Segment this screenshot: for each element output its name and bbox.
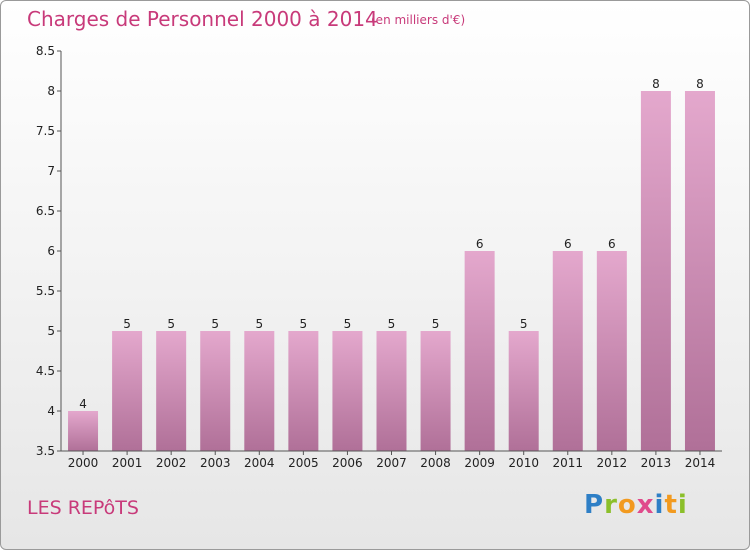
bar-2013 (640, 91, 671, 451)
y-tick-label: 6.5 (36, 204, 55, 218)
bar-2011 (552, 251, 583, 451)
chart-title: Charges de Personnel 2000 à 2014 (27, 7, 378, 31)
y-tick-label: 5.5 (36, 284, 55, 298)
x-tick-label: 2006 (332, 456, 363, 470)
x-tick-label: 2005 (288, 456, 319, 470)
data-label: 8 (652, 77, 660, 91)
x-tick-label: 2004 (244, 456, 275, 470)
x-tick-label: 2000 (68, 456, 99, 470)
y-tick-label: 8.5 (36, 44, 55, 58)
bar-2000 (68, 411, 99, 451)
data-label: 5 (388, 317, 396, 331)
y-tick-label: 5 (47, 324, 55, 338)
data-label: 6 (608, 237, 616, 251)
x-tick-label: 2008 (420, 456, 451, 470)
chart-subtitle: (en milliers d'€) (371, 13, 466, 27)
bar-2001 (112, 331, 143, 451)
data-label: 5 (344, 317, 352, 331)
x-tick-label: 2012 (597, 456, 628, 470)
y-tick-label: 3.5 (36, 444, 55, 458)
bar-2006 (332, 331, 363, 451)
x-tick-label: 2013 (641, 456, 672, 470)
x-tick-label: 2007 (376, 456, 407, 470)
data-label: 5 (211, 317, 219, 331)
y-tick-label: 7 (47, 164, 55, 178)
data-label: 5 (123, 317, 131, 331)
x-tick-label: 2011 (552, 456, 583, 470)
place-name: LES REPôTS (27, 497, 139, 519)
data-label: 5 (167, 317, 175, 331)
bar-2005 (288, 331, 319, 451)
bar-2014 (684, 91, 715, 451)
y-tick-label: 7.5 (36, 124, 55, 138)
data-label: 5 (255, 317, 263, 331)
data-label: 4 (79, 397, 87, 411)
bar-2002 (156, 331, 187, 451)
x-tick-label: 2009 (464, 456, 495, 470)
y-tick-label: 4 (47, 404, 55, 418)
bar-2009 (464, 251, 495, 451)
bar-2007 (376, 331, 407, 451)
data-label: 6 (564, 237, 572, 251)
bar-2004 (244, 331, 275, 451)
y-tick-label: 4.5 (36, 364, 55, 378)
y-tick-label: 8 (47, 84, 55, 98)
x-tick-label: 2010 (508, 456, 539, 470)
x-tick-label: 2001 (112, 456, 143, 470)
y-tick-label: 6 (47, 244, 55, 258)
bar-2010 (508, 331, 539, 451)
x-tick-label: 2002 (156, 456, 187, 470)
x-tick-label: 2014 (685, 456, 716, 470)
bar-2008 (420, 331, 451, 451)
data-label: 8 (696, 77, 704, 91)
bar-2003 (200, 331, 231, 451)
proxiti-logo: Proxiti (584, 490, 688, 520)
data-label: 6 (476, 237, 484, 251)
bar-2012 (596, 251, 627, 451)
data-label: 5 (432, 317, 440, 331)
data-label: 5 (520, 317, 528, 331)
data-label: 5 (300, 317, 308, 331)
x-tick-label: 2003 (200, 456, 231, 470)
